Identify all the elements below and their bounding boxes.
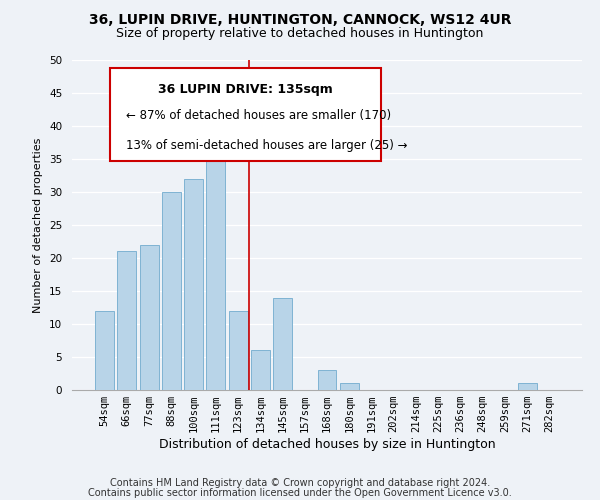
FancyBboxPatch shape <box>110 68 380 160</box>
Text: 36, LUPIN DRIVE, HUNTINGTON, CANNOCK, WS12 4UR: 36, LUPIN DRIVE, HUNTINGTON, CANNOCK, WS… <box>89 12 511 26</box>
Bar <box>518 384 536 390</box>
Bar <box>340 384 359 390</box>
X-axis label: Distribution of detached houses by size in Huntington: Distribution of detached houses by size … <box>158 438 496 451</box>
Bar <box>273 298 292 390</box>
Text: 36 LUPIN DRIVE: 135sqm: 36 LUPIN DRIVE: 135sqm <box>158 83 333 96</box>
Bar <box>162 192 181 390</box>
Bar <box>118 252 136 390</box>
Bar <box>251 350 270 390</box>
Bar <box>184 179 203 390</box>
Y-axis label: Number of detached properties: Number of detached properties <box>34 138 43 312</box>
Text: Size of property relative to detached houses in Huntington: Size of property relative to detached ho… <box>116 28 484 40</box>
Text: Contains public sector information licensed under the Open Government Licence v3: Contains public sector information licen… <box>88 488 512 498</box>
Bar <box>95 311 114 390</box>
Bar <box>140 245 158 390</box>
Bar <box>317 370 337 390</box>
Bar <box>206 120 225 390</box>
Bar <box>229 311 248 390</box>
Text: ← 87% of detached houses are smaller (170): ← 87% of detached houses are smaller (17… <box>125 110 391 122</box>
Text: Contains HM Land Registry data © Crown copyright and database right 2024.: Contains HM Land Registry data © Crown c… <box>110 478 490 488</box>
Text: 13% of semi-detached houses are larger (25) →: 13% of semi-detached houses are larger (… <box>125 139 407 152</box>
